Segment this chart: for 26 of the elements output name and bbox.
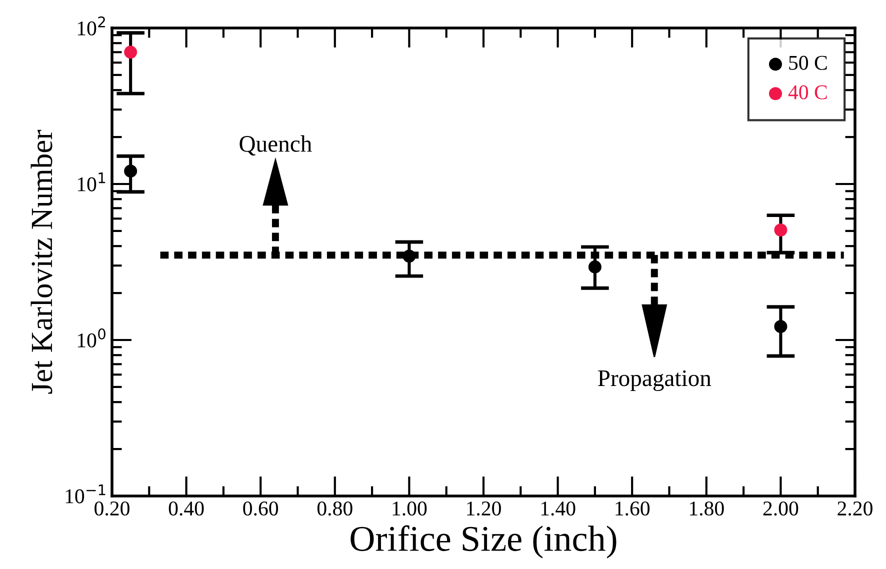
x-tick-label: 1.20: [467, 501, 501, 516]
x-tick-label: 2.20: [838, 501, 872, 516]
legend-label: 40 C: [788, 85, 827, 100]
point: [774, 224, 788, 237]
y-axis-title: Jet Karlovitz Number: [30, 130, 52, 394]
y-tick-label: 10$^{1}$: [78, 172, 106, 192]
legend-label: 50 C: [789, 56, 827, 70]
point: [774, 320, 788, 334]
y-tick-label: 10$^{2}$: [78, 16, 105, 36]
x-tick-label: 0.40: [168, 501, 204, 516]
x-tick-label: 1.00: [392, 501, 427, 516]
x-tick-label: 0.80: [317, 501, 352, 516]
x-tick-label: 0.20: [94, 501, 130, 516]
point: [124, 164, 138, 178]
x-axis-title: Orifice Size (inch): [350, 525, 616, 558]
x-tick-label: 2.00: [763, 501, 798, 516]
point: [124, 46, 138, 59]
x-tick-label: 1.80: [690, 501, 724, 516]
point: [402, 250, 416, 263]
point: [588, 260, 602, 274]
annotation: Quench: [240, 135, 312, 156]
annotation: Propagation: [598, 370, 712, 392]
x-tick-label: 1.60: [616, 501, 650, 516]
y-tick-label: 10$^{0}$: [78, 328, 106, 348]
x-tick-label: 1.40: [541, 501, 576, 516]
x-tick-label: 0.60: [243, 501, 278, 516]
